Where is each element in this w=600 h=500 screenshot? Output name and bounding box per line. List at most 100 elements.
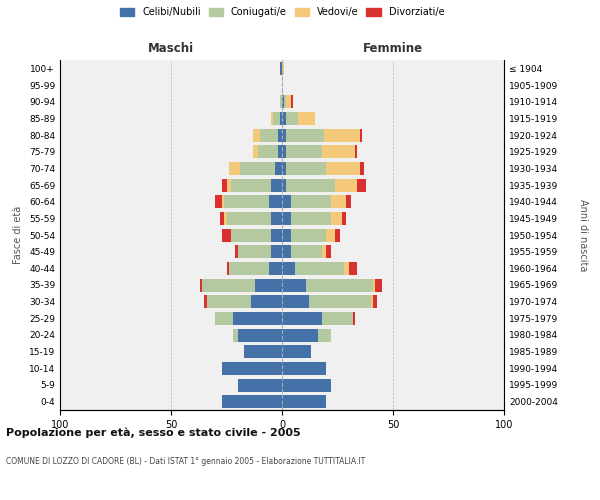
Bar [282,278,307,291]
Bar [238,378,282,392]
Bar [282,178,286,192]
Bar [358,178,367,192]
Bar [282,362,326,375]
Bar [269,262,282,275]
Bar [202,278,256,291]
Bar [244,345,282,358]
Bar [271,228,282,241]
Bar [222,362,282,375]
Bar [229,262,269,275]
Bar [233,312,282,325]
Bar [335,178,358,192]
Bar [282,195,291,208]
Bar [282,112,286,125]
Bar [298,112,316,125]
Bar [227,178,231,192]
Bar [240,162,275,175]
Bar [282,145,286,158]
Bar [286,145,322,158]
Bar [331,212,342,225]
Y-axis label: Anni di nascita: Anni di nascita [578,199,587,271]
Bar [355,145,358,158]
Bar [346,195,351,208]
Bar [326,245,331,258]
Bar [233,328,238,342]
Bar [282,312,322,325]
Bar [271,178,282,192]
Bar [335,228,340,241]
Bar [360,162,364,175]
Bar [227,212,271,225]
Bar [284,95,286,108]
Bar [273,112,280,125]
Bar [375,278,382,291]
Bar [282,228,291,241]
Bar [271,112,273,125]
Bar [282,345,311,358]
Text: Maschi: Maschi [148,42,194,55]
Bar [282,62,284,75]
Bar [231,228,271,241]
Bar [224,195,269,208]
Bar [253,128,260,141]
Bar [317,328,331,342]
Bar [291,228,326,241]
Bar [282,212,291,225]
Bar [282,262,295,275]
Bar [278,128,282,141]
Bar [307,278,373,291]
Bar [353,312,355,325]
Bar [231,178,271,192]
Y-axis label: Fasce di età: Fasce di età [13,206,23,264]
Bar [291,245,322,258]
Bar [373,295,377,308]
Bar [271,212,282,225]
Bar [342,212,346,225]
Bar [331,195,346,208]
Bar [227,262,229,275]
Bar [282,328,317,342]
Bar [286,162,326,175]
Bar [291,95,293,108]
Bar [286,112,298,125]
Bar [322,312,353,325]
Bar [286,128,324,141]
Bar [291,195,331,208]
Bar [257,145,278,158]
Bar [215,312,233,325]
Bar [222,395,282,408]
Bar [286,178,335,192]
Bar [349,262,358,275]
Bar [206,295,251,308]
Bar [269,195,282,208]
Bar [371,295,373,308]
Bar [282,162,286,175]
Bar [251,295,282,308]
Text: COMUNE DI LOZZO DI CADORE (BL) - Dati ISTAT 1° gennaio 2005 - Elaborazione TUTTI: COMUNE DI LOZZO DI CADORE (BL) - Dati IS… [6,458,365,466]
Bar [280,112,282,125]
Bar [308,295,371,308]
Bar [222,228,231,241]
Text: Popolazione per età, sesso e stato civile - 2005: Popolazione per età, sesso e stato civil… [6,428,301,438]
Bar [282,395,326,408]
Bar [204,295,206,308]
Bar [282,295,308,308]
Text: Femmine: Femmine [363,42,423,55]
Bar [360,128,362,141]
Bar [295,262,344,275]
Bar [280,62,282,75]
Bar [373,278,375,291]
Bar [271,245,282,258]
Bar [229,162,240,175]
Bar [282,378,331,392]
Bar [286,95,291,108]
Legend: Celibi/Nubili, Coniugati/e, Vedovi/e, Divorziati/e: Celibi/Nubili, Coniugati/e, Vedovi/e, Di… [120,8,444,18]
Bar [280,95,282,108]
Bar [326,162,360,175]
Bar [344,262,349,275]
Bar [235,245,238,258]
Bar [324,128,360,141]
Bar [238,328,282,342]
Bar [200,278,202,291]
Bar [238,245,271,258]
